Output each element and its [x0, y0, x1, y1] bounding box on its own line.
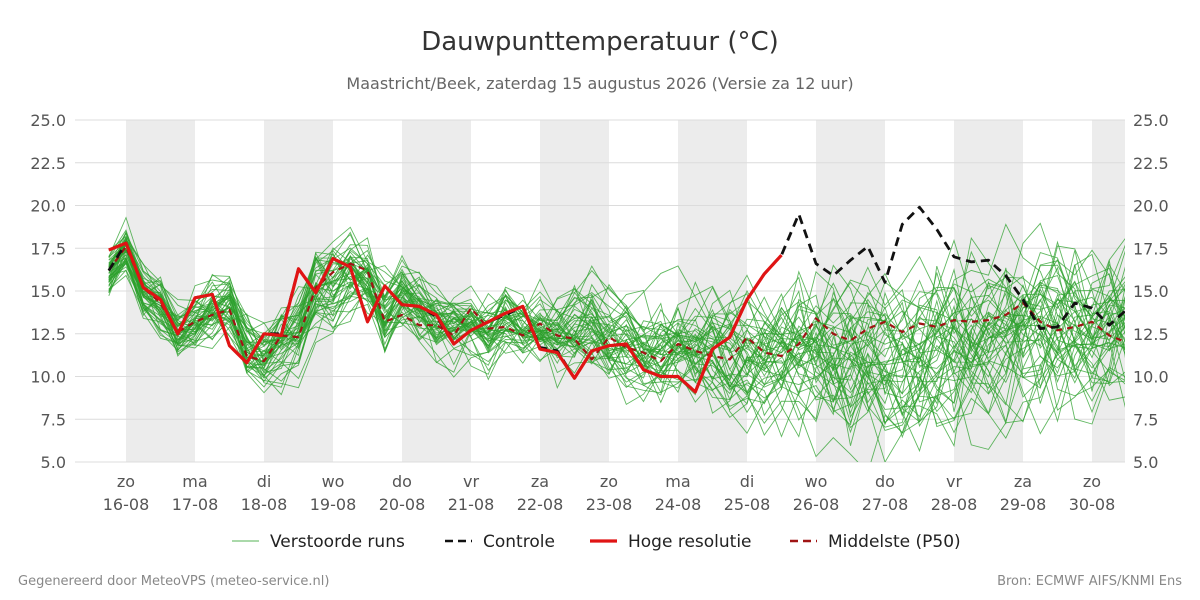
y-tick-right: 7.5: [1133, 410, 1158, 429]
x-tick-date: 24-08: [655, 495, 702, 514]
x-tick-date: 22-08: [517, 495, 564, 514]
legend-label: Middelste (P50): [828, 532, 961, 552]
main-series: [107, 205, 1125, 394]
ensemble-member-46: [108, 239, 1125, 392]
ensemble-member-39: [108, 250, 1125, 399]
x-tick-day: vr: [463, 472, 479, 491]
x-tick-day: zo: [600, 472, 618, 491]
legend: Verstoorde runs Controle Hoge resolutie Mid…: [232, 532, 961, 552]
y-axis-right: 5.0 7.5 10.0 12.5 15.0 17.5 20.0 22.5 25.0: [1133, 111, 1169, 472]
x-tick-date: 23-08: [586, 495, 633, 514]
y-tick-left: 12.5: [30, 325, 66, 344]
y-tick-right: 10.0: [1133, 368, 1169, 387]
x-tick-date: 26-08: [793, 495, 840, 514]
x-tick-date: 30-08: [1069, 495, 1116, 514]
x-tick-date: 21-08: [448, 495, 495, 514]
ensemble-member-6: [108, 239, 1125, 419]
x-tick-date: 16-08: [103, 495, 150, 514]
x-tick-day: zo: [117, 472, 135, 491]
legend-label: Hoge resolutie: [628, 532, 752, 552]
y-axis-left: 5.0 7.5 10.0 12.5 15.0 17.5 20.0 22.5 25.0: [30, 111, 66, 472]
x-tick-date: 25-08: [724, 495, 771, 514]
ensemble-member-48: [108, 226, 1125, 389]
chart-subtitle: Maastricht/Beek, zaterdag 15 augustus 20…: [346, 74, 853, 93]
legend-label: Controle: [483, 532, 555, 552]
series-hoge-resolutie: [108, 241, 783, 394]
ensemble-member-15: [108, 260, 1125, 398]
y-tick-right: 25.0: [1133, 111, 1169, 130]
y-tick-right: 15.0: [1133, 282, 1169, 301]
x-tick-day: di: [257, 472, 272, 491]
x-tick-day: wo: [322, 472, 345, 491]
y-tick-right: 22.5: [1133, 154, 1169, 173]
x-tick-day: wo: [805, 472, 828, 491]
y-tick-left: 22.5: [30, 154, 66, 173]
y-tick-left: 15.0: [30, 282, 66, 301]
x-tick-day: di: [740, 472, 755, 491]
ensemble-member-16: [108, 236, 1125, 435]
x-tick-date: 27-08: [862, 495, 909, 514]
y-tick-left: 10.0: [30, 368, 66, 387]
x-tick-date: 28-08: [931, 495, 978, 514]
legend-label: Verstoorde runs: [270, 532, 405, 552]
y-tick-left: 17.5: [30, 239, 66, 258]
x-tick-date: 29-08: [1000, 495, 1047, 514]
y-tick-left: 20.0: [30, 197, 66, 216]
x-tick-day: za: [1014, 472, 1032, 491]
ensemble-member-17: [108, 237, 1125, 462]
x-tick-date: 20-08: [379, 495, 426, 514]
x-tick-date: 18-08: [241, 495, 288, 514]
x-tick-date: 19-08: [310, 495, 357, 514]
y-tick-right: 12.5: [1133, 325, 1169, 344]
ensemble-member-30: [108, 257, 1125, 424]
series-middelste-p50: [107, 245, 1125, 363]
x-tick-day: ma: [665, 472, 690, 491]
ensemble-member-2: [108, 247, 1125, 381]
x-tick-day: zo: [1083, 472, 1101, 491]
x-tick-day: za: [531, 472, 549, 491]
ensemble-member-47: [108, 248, 1125, 448]
x-tick-day: do: [875, 472, 895, 491]
footer-generated: Gegenereerd door MeteoVPS (meteo-service…: [18, 574, 329, 589]
y-tick-right: 20.0: [1133, 197, 1169, 216]
y-tick-right: 5.0: [1133, 453, 1158, 472]
x-tick-day: vr: [946, 472, 962, 491]
ensemble-member-43: [108, 243, 1125, 450]
ensemble-member-20: [108, 252, 1125, 396]
x-tick-date: 17-08: [172, 495, 219, 514]
x-axis: zo 16-08 ma 17-08 di 18-08 wo 19-08 do 20-08 vr 21-…: [103, 472, 1116, 514]
y-tick-left: 25.0: [30, 111, 66, 130]
chart-title: Dauwpunttemperatuur (°C): [421, 27, 779, 57]
x-tick-day: ma: [182, 472, 207, 491]
y-tick-right: 17.5: [1133, 239, 1169, 258]
x-tick-day: do: [392, 472, 412, 491]
ensemble-member-27: [108, 242, 1125, 436]
ensemble-member-1: [108, 249, 1125, 439]
ensemble-member-41: [108, 242, 1125, 386]
y-tick-left: 5.0: [41, 453, 66, 472]
footer-source: Bron: ECMWF AIFS/KNMI Ens: [997, 574, 1182, 589]
y-tick-left: 7.5: [41, 410, 66, 429]
